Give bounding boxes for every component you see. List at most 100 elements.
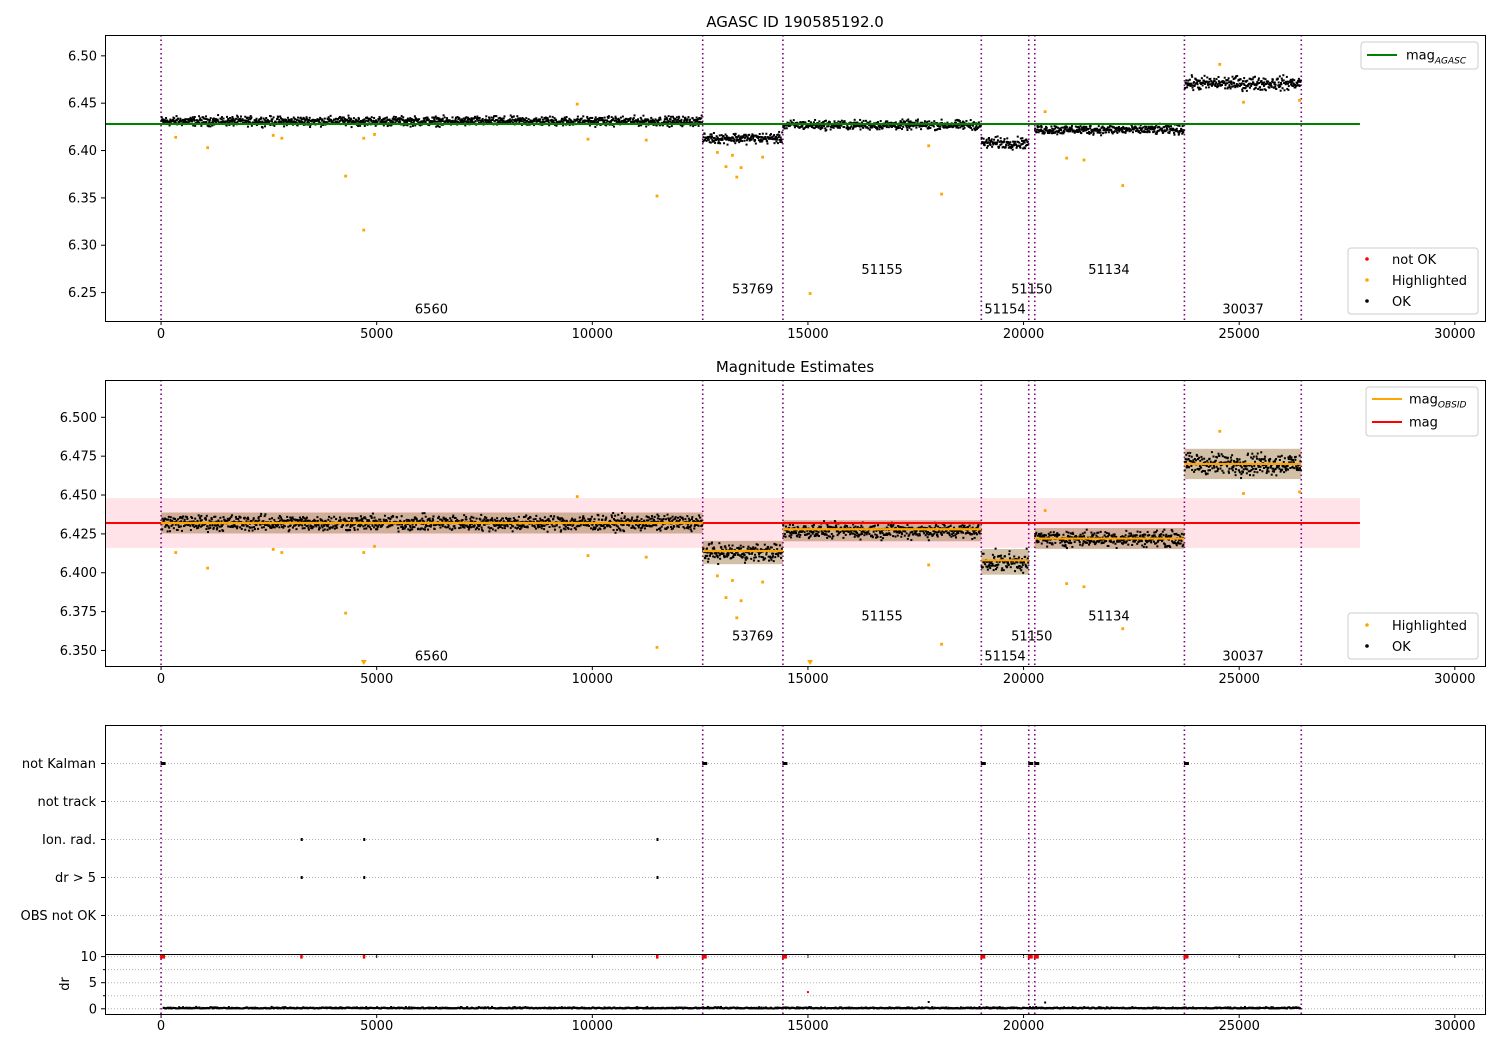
ok-point <box>244 115 247 118</box>
ok-point <box>828 121 831 124</box>
ok-point <box>611 119 614 122</box>
ok-point <box>695 116 698 119</box>
ok-point <box>357 117 360 120</box>
ok-point <box>749 547 752 550</box>
ok-point <box>183 518 186 521</box>
ok-point <box>546 118 549 121</box>
ok-point <box>507 119 510 122</box>
ok-point <box>652 121 655 124</box>
ok-point <box>423 117 426 120</box>
ok-point <box>1286 80 1289 83</box>
ok-point <box>396 523 399 526</box>
ok-point <box>509 527 512 530</box>
ok-point <box>1000 143 1003 146</box>
ok-point <box>793 526 796 529</box>
ok-point <box>431 520 434 523</box>
ok-point <box>416 119 419 122</box>
ok-point <box>260 116 263 119</box>
ok-point <box>462 117 465 120</box>
ok-point <box>908 126 911 129</box>
ok-point <box>602 525 605 528</box>
ok-point <box>1178 124 1181 127</box>
ok-point <box>188 120 191 123</box>
ok-point <box>899 526 902 529</box>
ok-point <box>619 523 622 526</box>
ok-point <box>1011 145 1014 148</box>
ok-point <box>878 530 881 533</box>
ok-point <box>1283 89 1286 92</box>
ok-point <box>496 119 499 122</box>
ok-point <box>580 520 583 523</box>
ok-point <box>610 116 613 119</box>
ok-point <box>1016 135 1019 138</box>
ok-point <box>300 118 303 121</box>
ok-point <box>1239 78 1242 81</box>
ok-point <box>640 518 643 521</box>
ok-point <box>1078 128 1081 131</box>
ok-point <box>527 517 530 520</box>
ok-point <box>363 516 366 519</box>
ok-point <box>862 119 865 122</box>
ok-point <box>1118 130 1121 133</box>
ok-point <box>286 519 289 522</box>
ok-point <box>271 524 274 527</box>
ok-point <box>1190 74 1193 77</box>
ok-point <box>273 518 276 521</box>
ok-point <box>969 124 972 127</box>
ok-point <box>307 121 310 124</box>
ok-point <box>618 527 621 530</box>
ok-point <box>871 534 874 537</box>
ok-point <box>361 121 364 124</box>
ok-point <box>664 117 667 120</box>
ok-point <box>350 118 353 121</box>
ok-point <box>330 517 333 520</box>
ok-point <box>771 556 774 559</box>
ok-point <box>752 559 755 562</box>
ok-point <box>775 543 778 546</box>
ok-point <box>167 525 170 528</box>
obsid-label: 51134 <box>1088 263 1129 278</box>
ok-point <box>229 517 232 520</box>
ok-point <box>558 517 561 520</box>
ok-point <box>385 116 388 119</box>
ok-point <box>838 125 841 128</box>
ok-point <box>899 126 902 129</box>
ok-point <box>283 525 286 528</box>
ok-point <box>451 119 454 122</box>
ok-point <box>242 119 245 122</box>
ok-point <box>356 517 359 520</box>
ok-point <box>766 548 769 551</box>
ok-point <box>229 116 232 119</box>
ok-point <box>754 142 757 145</box>
ok-point <box>369 117 372 120</box>
ok-point <box>534 518 537 521</box>
ok-point <box>1069 130 1072 133</box>
ok-point <box>638 120 641 123</box>
ok-point <box>1184 86 1187 89</box>
ok-point <box>799 534 802 537</box>
ok-point <box>314 524 317 527</box>
ok-point <box>210 121 213 124</box>
ok-point <box>781 131 784 134</box>
ok-point <box>738 136 741 139</box>
ok-point <box>422 117 425 120</box>
ok-point <box>402 119 405 122</box>
ok-point <box>1296 82 1299 85</box>
ok-point <box>974 126 977 129</box>
ok-point <box>928 525 931 528</box>
ok-point <box>487 116 490 119</box>
ok-point <box>908 121 911 124</box>
ok-point <box>551 121 554 124</box>
ok-point <box>631 121 634 124</box>
ok-point <box>374 124 377 127</box>
ok-point <box>506 121 509 124</box>
ok-point <box>1195 78 1198 81</box>
ok-point <box>1217 85 1220 88</box>
ok-point <box>813 127 816 130</box>
ok-point <box>484 120 487 123</box>
ok-point <box>1213 79 1216 82</box>
ok-point <box>831 126 834 129</box>
ok-point <box>460 524 463 527</box>
ok-point <box>428 517 431 520</box>
ok-point <box>520 526 523 529</box>
